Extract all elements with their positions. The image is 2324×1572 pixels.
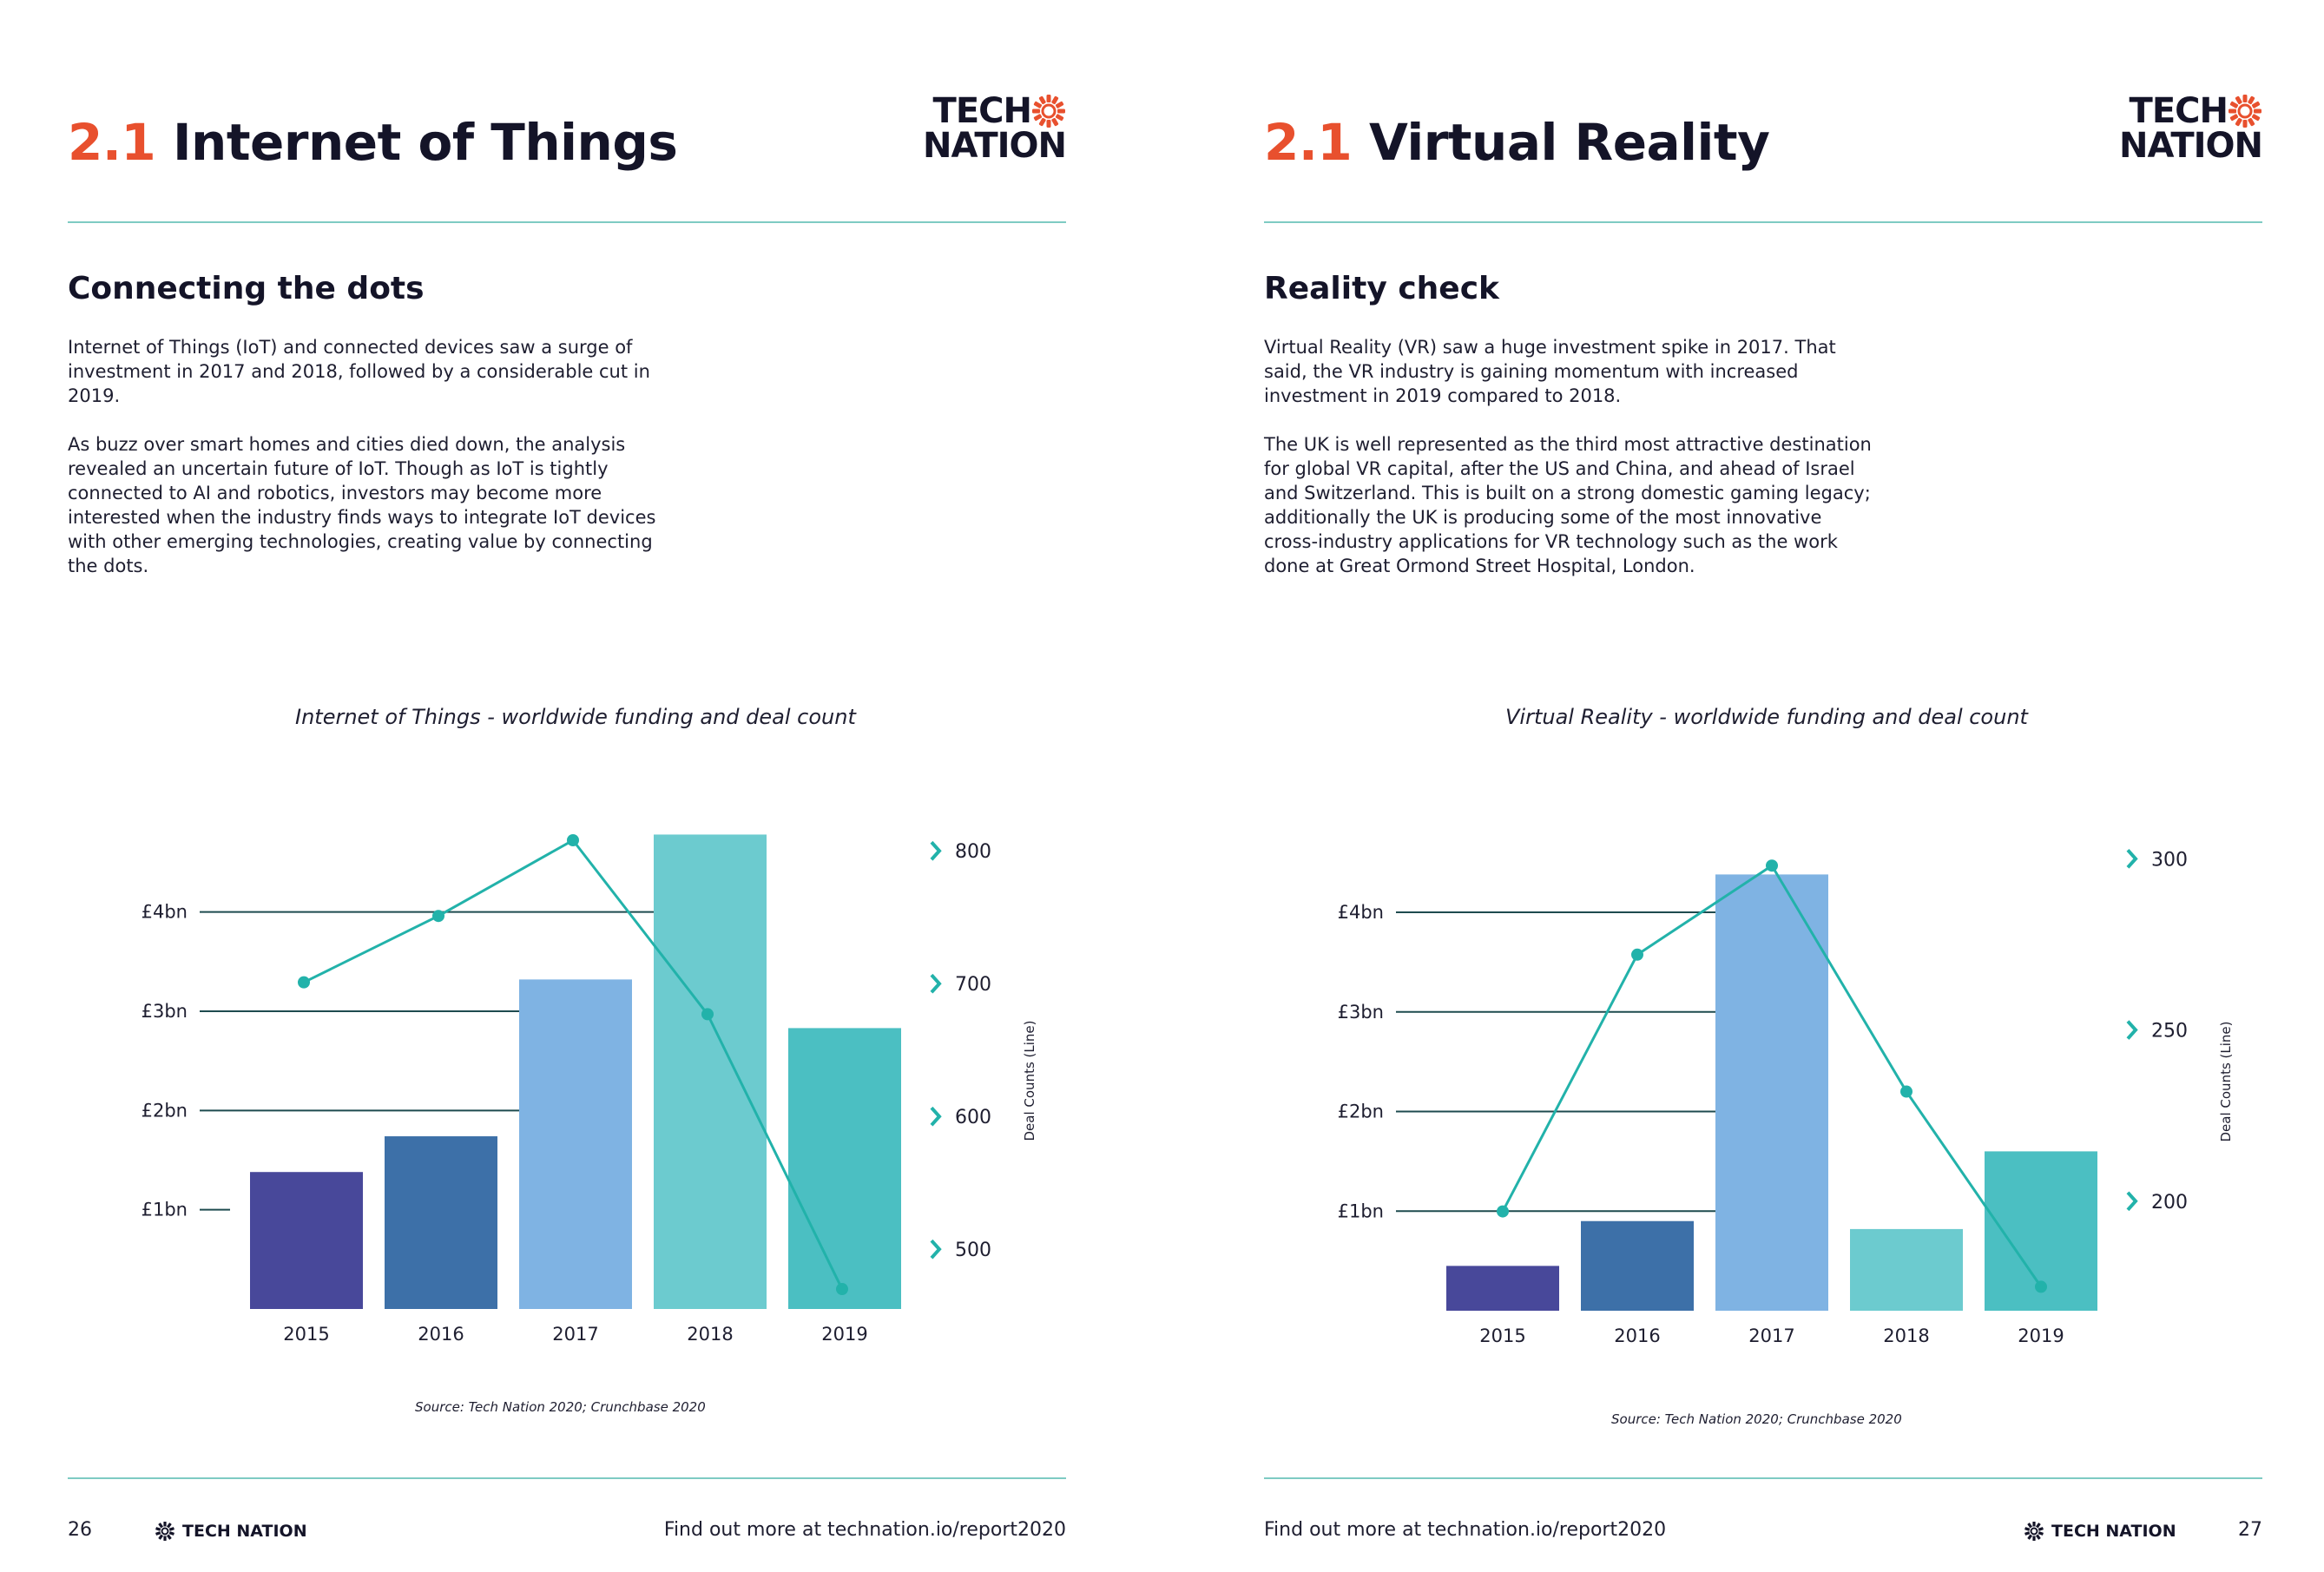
deal-count-point-2019 bbox=[836, 1283, 848, 1296]
deal-count-point-2017 bbox=[567, 834, 579, 847]
y-tick-label: £3bn bbox=[1338, 1002, 1384, 1023]
deal-count-point-2016 bbox=[1631, 948, 1643, 961]
footer-link[interactable]: Find out more at technation.io/report202… bbox=[1264, 1519, 1667, 1541]
x-tick-label: 2015 bbox=[283, 1324, 329, 1345]
chevron-right-icon bbox=[2126, 848, 2138, 869]
x-tick-label: 2018 bbox=[1883, 1325, 1929, 1346]
y-tick-label: £4bn bbox=[1338, 902, 1384, 923]
y2-tick-label: 600 bbox=[955, 1107, 991, 1128]
paragraph-2: The UK is well represented as the third … bbox=[1264, 434, 1872, 576]
bar-2019 bbox=[788, 1028, 901, 1309]
logo-line2: NATION bbox=[923, 126, 1067, 166]
x-tick-label: 2019 bbox=[821, 1324, 867, 1345]
footer-divider bbox=[1264, 1477, 2262, 1479]
chevron-right-icon bbox=[2126, 1020, 2138, 1040]
logo-line2: NATION bbox=[2119, 126, 2263, 166]
bar-2017 bbox=[519, 979, 632, 1309]
x-tick-label: 2017 bbox=[552, 1324, 598, 1345]
y-tick-label: £1bn bbox=[142, 1200, 188, 1220]
chevron-right-icon bbox=[2126, 1191, 2138, 1212]
y2-tick-label: 300 bbox=[2151, 849, 2188, 871]
bar-2017 bbox=[1715, 874, 1828, 1311]
section-subhead: Connecting the dots bbox=[68, 271, 425, 306]
paragraph-2: As buzz over smart homes and cities died… bbox=[68, 434, 656, 576]
sun-icon-small bbox=[155, 1522, 174, 1541]
logo-line1: TECH bbox=[932, 91, 1032, 131]
sun-icon bbox=[1032, 95, 1065, 128]
y2-tick-label: 500 bbox=[955, 1240, 991, 1261]
title-number: 2.1 bbox=[1264, 113, 1353, 172]
bar-2015 bbox=[1446, 1266, 1559, 1311]
y2-axis-label: Deal Counts (Line) bbox=[2218, 1022, 2234, 1142]
tech-nation-logo: TECH NATION bbox=[918, 91, 1067, 166]
footer-divider bbox=[68, 1477, 1066, 1479]
deal-count-point-2018 bbox=[701, 1008, 714, 1021]
footer-logo: TECH NATION bbox=[155, 1521, 307, 1542]
x-tick-label: 2015 bbox=[1479, 1325, 1525, 1346]
title-text: Virtual Reality bbox=[1368, 113, 1770, 172]
deal-count-point-2019 bbox=[2035, 1280, 2047, 1293]
deal-count-point-2015 bbox=[1497, 1205, 1509, 1218]
chevron-right-icon bbox=[930, 973, 942, 994]
y-tick-label: £2bn bbox=[1338, 1102, 1384, 1122]
tech-nation-logo: TECH NATION bbox=[2115, 91, 2263, 166]
x-tick-label: 2017 bbox=[1748, 1325, 1794, 1346]
deal-count-point-2015 bbox=[298, 976, 310, 989]
page-number: 26 bbox=[68, 1519, 92, 1541]
deal-count-point-2017 bbox=[1766, 859, 1778, 872]
iot-chart: £1bn £2bn £3bn £4bn 2015 2016 2017 2018 2019 500 6… bbox=[142, 834, 1037, 1345]
deal-count-point-2016 bbox=[432, 910, 444, 923]
sun-icon-small bbox=[2024, 1522, 2044, 1541]
y-tick-label: £4bn bbox=[142, 902, 188, 923]
y2-tick-label: 800 bbox=[955, 841, 991, 863]
title-text: Internet of Things bbox=[172, 113, 678, 172]
chart-source: Source: Tech Nation 2020; Crunchbase 202… bbox=[415, 1399, 706, 1415]
chart-source: Source: Tech Nation 2020; Crunchbase 202… bbox=[1611, 1411, 1902, 1427]
footer-link[interactable]: Find out more at technation.io/report202… bbox=[663, 1519, 1066, 1541]
deal-count-point-2018 bbox=[1900, 1085, 1913, 1098]
bar-2018 bbox=[1850, 1228, 1963, 1311]
y-tick-label: £3bn bbox=[142, 1001, 188, 1022]
chevron-right-icon bbox=[930, 840, 942, 861]
page-right: 2.1 Virtual Reality TECH NATION Reality … bbox=[1162, 0, 2324, 1572]
bar-2016 bbox=[385, 1136, 497, 1309]
y-tick-label: £2bn bbox=[142, 1100, 188, 1121]
title-number: 2.1 bbox=[68, 113, 156, 172]
bar-2018 bbox=[654, 834, 767, 1309]
page-number: 27 bbox=[2238, 1519, 2262, 1541]
x-tick-label: 2019 bbox=[2018, 1325, 2064, 1346]
footer: 26 TECH NATION Find out more at technati… bbox=[68, 1519, 1066, 1545]
paragraph-1: Virtual Reality (VR) saw a huge investme… bbox=[1264, 337, 1836, 406]
y-tick-label: £1bn bbox=[1338, 1200, 1384, 1221]
y2-tick-label: 250 bbox=[2151, 1021, 2188, 1043]
y2-tick-label: 200 bbox=[2151, 1192, 2188, 1214]
page-title: 2.1 Virtual Reality bbox=[1264, 113, 1770, 172]
bar-2016 bbox=[1581, 1220, 1694, 1311]
sun-icon bbox=[2229, 95, 2261, 128]
logo-line1: TECH bbox=[2129, 91, 2229, 131]
footer: Find out more at technation.io/report202… bbox=[1264, 1519, 2262, 1545]
footer-logo: TECH NATION bbox=[2024, 1521, 2176, 1542]
section-subhead: Reality check bbox=[1264, 271, 1499, 306]
page-left: 2.1 Internet of Things TECH NATION Conne… bbox=[68, 91, 1067, 1545]
x-tick-label: 2016 bbox=[1614, 1325, 1660, 1346]
x-tick-label: 2016 bbox=[418, 1324, 464, 1345]
header-divider bbox=[68, 221, 1066, 223]
x-tick-label: 2018 bbox=[687, 1324, 733, 1345]
page-title: 2.1 Internet of Things bbox=[68, 113, 678, 172]
chevron-right-icon bbox=[930, 1239, 942, 1260]
bar-2015 bbox=[250, 1172, 363, 1309]
chevron-right-icon bbox=[930, 1106, 942, 1127]
header-divider bbox=[1264, 221, 2262, 223]
paragraph-1: Internet of Things (IoT) and connected d… bbox=[68, 337, 650, 406]
y2-tick-label: 700 bbox=[955, 974, 991, 996]
vr-chart: £1bn £2bn £3bn £4bn 2015 2016 2017 2018 2019 200 2… bbox=[1338, 848, 2234, 1346]
y2-axis-label: Deal Counts (Line) bbox=[1022, 1021, 1037, 1141]
